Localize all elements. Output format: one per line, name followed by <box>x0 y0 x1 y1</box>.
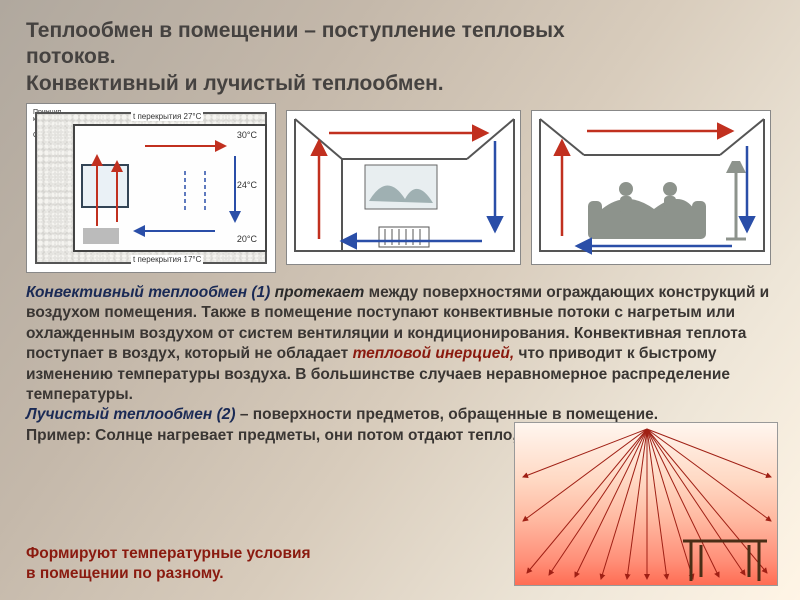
diagram-room-painting <box>286 110 521 265</box>
title-line3: Конвективный и лучистый теплообмен. <box>26 72 444 95</box>
formation-l2: в помещении по разному. <box>26 565 224 582</box>
radiant-rays <box>523 429 771 579</box>
term-radiant: Лучистый теплообмен (2) <box>26 406 236 423</box>
diagram-row: Принцип конвективного Отопления 30°C t п… <box>26 103 774 273</box>
person-icon <box>619 182 633 214</box>
slide-title: Теплообмен в помещении – поступление теп… <box>26 18 774 97</box>
body-p2b: – поверхности предметов, обращенные в по… <box>236 406 659 423</box>
term-inertia: тепловой инерцией, <box>353 345 515 362</box>
person-icon <box>663 182 677 214</box>
table-icon <box>683 541 767 581</box>
diagram1-room: 30°C t перекрытия 27°C 24°C 20°C t перек… <box>73 124 267 252</box>
sofa-icon <box>588 199 706 239</box>
diagram1-arrows <box>75 126 265 250</box>
diagram-room-people <box>531 110 771 265</box>
temp-floor: t перекрытия 17°C <box>131 255 203 264</box>
title-line2: потоков. <box>26 45 116 68</box>
title-line1: Теплообмен в помещении – поступление теп… <box>26 19 565 42</box>
diagram-radiant <box>514 422 778 586</box>
term-convective: Конвективный теплообмен (1) <box>26 284 270 301</box>
formation-l1: Формируют температурные условия <box>26 545 311 562</box>
formation-note: Формируют температурные условия в помеще… <box>26 544 311 584</box>
lamp-icon <box>726 161 746 239</box>
term-flows: протекает <box>270 284 368 301</box>
diagram-convective-section: Принцип конвективного Отопления 30°C t п… <box>26 103 276 273</box>
temp-ceiling: t перекрытия 27°C <box>131 112 203 121</box>
radiator-icon <box>379 227 429 247</box>
